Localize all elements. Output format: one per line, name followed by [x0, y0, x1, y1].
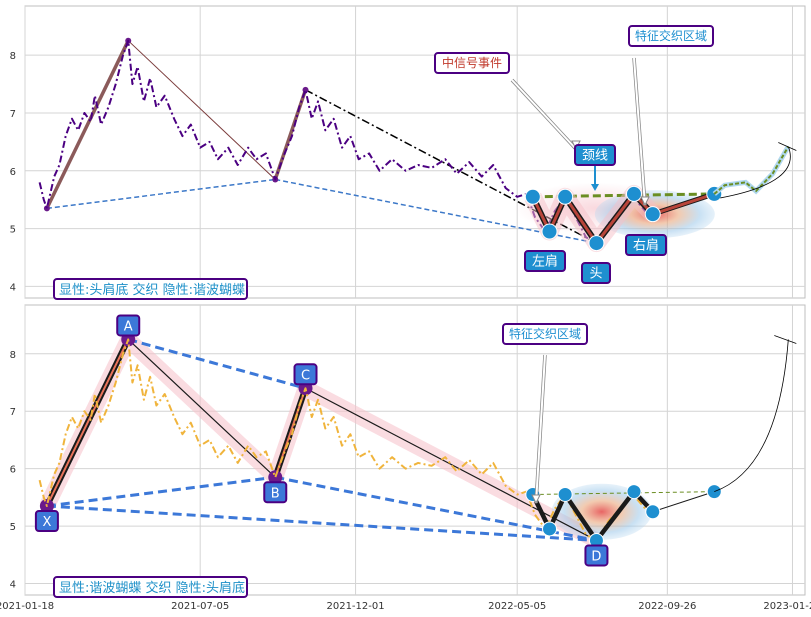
harmonic-leg-thin: [127, 339, 276, 478]
head-label-box: [581, 262, 611, 284]
zone-callout-arrow-core: [633, 57, 646, 206]
hs-point: [626, 484, 642, 500]
bottom-panel: 4 5 6 7 8 2021-01-18 2021-07-05 2021-12-01 2022…: [0, 304, 811, 612]
x-tick-label: 2021-12-01: [326, 601, 384, 612]
harmonic-label-box: [293, 363, 318, 386]
bottom-legend-box: 显性:谐波蝴蝶 交织 隐性:头肩底: [53, 576, 248, 598]
harmonic-label: X: [42, 515, 51, 530]
right-shoulder-label: 右肩: [633, 238, 659, 254]
hs-point: [625, 185, 642, 202]
hs-point: [557, 487, 573, 503]
hs-point: [541, 223, 558, 240]
y-tick-label: 5: [10, 225, 16, 236]
x-tick-label: 2021-07-05: [171, 601, 229, 612]
harmonic-label-box: [116, 314, 141, 337]
y-tick-label: 6: [10, 465, 16, 476]
left-shoulder-label: 左肩: [532, 254, 558, 270]
y-tick-label: 7: [10, 109, 16, 120]
bottom-legend-text: 显性:谐波蝴蝶 交织 隐性:头肩底: [59, 580, 245, 596]
top-y-axis: 4 5 6 7 8: [10, 51, 16, 293]
neckline-pointer-head: [591, 184, 599, 191]
bottom-zone-callout-arrow-core: [535, 354, 546, 504]
harmonic-leg-thin: [305, 387, 597, 541]
harmonic-label: C: [301, 368, 310, 383]
harmonic-dashed: [127, 338, 306, 390]
hs-point: [644, 206, 661, 223]
signal-callout-arrow-core: [511, 79, 577, 150]
head-label: 头: [589, 267, 602, 282]
neckline-label-box: [574, 144, 616, 166]
top-legend-box: 显性:头肩底 交织 隐性:谐波蝴蝶: [53, 278, 248, 300]
pattern-leg-thick: [45, 39, 130, 210]
harmonic-leg-inner: [45, 339, 130, 507]
price-series-line: [38, 338, 654, 542]
bottom-annotations: 特征交织区域 X A B C D: [34, 314, 797, 567]
projection-tick: [774, 335, 797, 344]
top-legend-text: 显性:头肩底 交织 隐性:谐波蝴蝶: [59, 282, 245, 298]
top-head-shoulders: [524, 184, 723, 253]
hs-point: [645, 504, 661, 520]
x-tick-label: 2022-09-26: [638, 601, 696, 612]
hs-point: [588, 235, 605, 252]
bottom-y-axis: 4 5 6 7 8: [10, 350, 16, 591]
y-tick-label: 8: [10, 350, 16, 361]
bottom-head-shoulders: [525, 484, 722, 548]
bottom-x-axis: 2021-01-18 2021-07-05 2021-12-01 2022-05-05…: [0, 601, 811, 612]
projection-band: [712, 145, 791, 196]
bottom-zone-callout-arrow-head: [531, 494, 541, 505]
hs-point: [542, 521, 558, 537]
harmonic-point: [268, 470, 283, 485]
hs-breakout-line: [652, 491, 715, 513]
neckline-label: 颈线: [582, 149, 608, 164]
harmonic-label: B: [271, 486, 280, 501]
x-tick-label: 2021-01-18: [0, 601, 54, 612]
harmonic-label: A: [124, 319, 133, 334]
projection-bracket: [720, 142, 797, 199]
harmonic-label-box: [34, 509, 59, 532]
y-tick-label: 8: [10, 51, 16, 62]
y-tick-label: 7: [10, 407, 16, 418]
left-shoulder-label-box: [524, 250, 566, 272]
pattern-base-dashed: [46, 178, 276, 210]
hs-breakout-inner-line: [652, 192, 715, 216]
harmonic-label-box: [263, 481, 288, 504]
x-tick-label: 2022-05-05: [488, 601, 546, 612]
feature-zone-label: 特征交织区域: [635, 28, 707, 43]
signal-event-label: 中信号事件: [442, 55, 502, 70]
feature-zone-label-box: [628, 25, 714, 47]
bottom-feature-zone-label-box: [502, 323, 588, 345]
zone-callout-arrow-head: [640, 196, 650, 207]
hs-point: [557, 188, 574, 205]
harmonic-dashed: [46, 504, 597, 542]
y-tick-label: 6: [10, 167, 16, 178]
projection-curve: [714, 339, 789, 493]
y-tick-label: 4: [10, 282, 16, 293]
hs-point: [524, 188, 541, 205]
x-tick-label: 2023-01-24: [763, 601, 811, 612]
pattern-leg-thin: [127, 40, 276, 180]
y-tick-label: 5: [10, 522, 16, 533]
harmonic-label-box: [584, 544, 609, 567]
harmonic-dashed: [46, 475, 276, 508]
bottom-price-series: [38, 338, 654, 542]
right-shoulder-label-box: [625, 234, 667, 256]
top-grid: [24, 6, 805, 298]
harmonic-label: D: [591, 549, 601, 564]
bottom-feature-zone-label: 特征交织区域: [509, 326, 581, 341]
y-tick-label: 4: [10, 580, 16, 591]
signal-event-label-box: [434, 52, 510, 74]
top-plot-area: [24, 5, 806, 299]
